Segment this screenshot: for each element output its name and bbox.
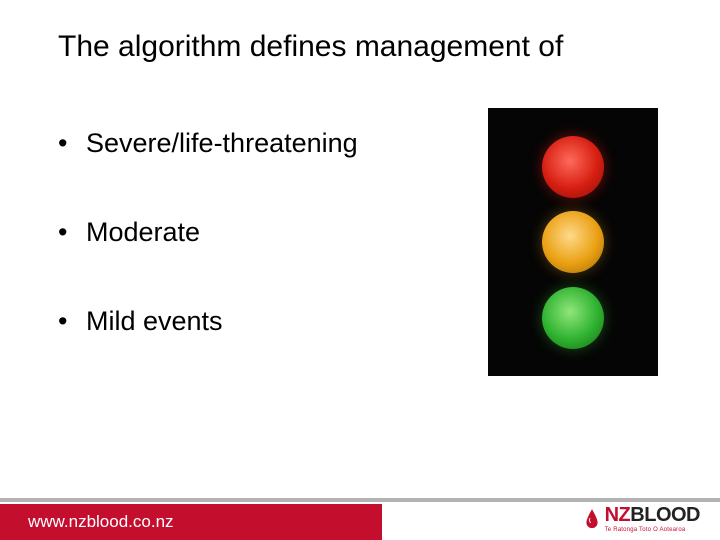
- footer: www.nzblood.co.nz NZBLOOD Te Ratonga Tot…: [0, 492, 720, 540]
- slide-title: The algorithm defines management of: [58, 30, 563, 64]
- blood-drop-icon: [585, 508, 599, 530]
- amber-light-icon: [542, 211, 604, 273]
- bullet-list: Severe/life-threatening Moderate Mild ev…: [58, 128, 358, 395]
- red-light-icon: [542, 136, 604, 198]
- bullet-item-mild: Mild events: [58, 306, 358, 337]
- footer-url: www.nzblood.co.nz: [28, 512, 174, 531]
- logo-text: NZBLOOD Te Ratonga Toto O Aotearoa: [605, 505, 700, 533]
- logo-nz: NZ: [605, 504, 631, 526]
- slide: The algorithm defines management of Seve…: [0, 0, 720, 540]
- bullet-item-moderate: Moderate: [58, 217, 358, 248]
- nzblood-logo: NZBLOOD Te Ratonga Toto O Aotearoa: [585, 500, 700, 538]
- traffic-light-image: [488, 108, 658, 376]
- logo-wordmark: NZBLOOD: [605, 505, 700, 525]
- logo-tagline: Te Ratonga Toto O Aotearoa: [605, 527, 700, 533]
- footer-url-bar: www.nzblood.co.nz: [0, 504, 382, 540]
- green-light-icon: [542, 287, 604, 349]
- bullet-item-severe: Severe/life-threatening: [58, 128, 358, 159]
- logo-blood: BLOOD: [630, 504, 700, 526]
